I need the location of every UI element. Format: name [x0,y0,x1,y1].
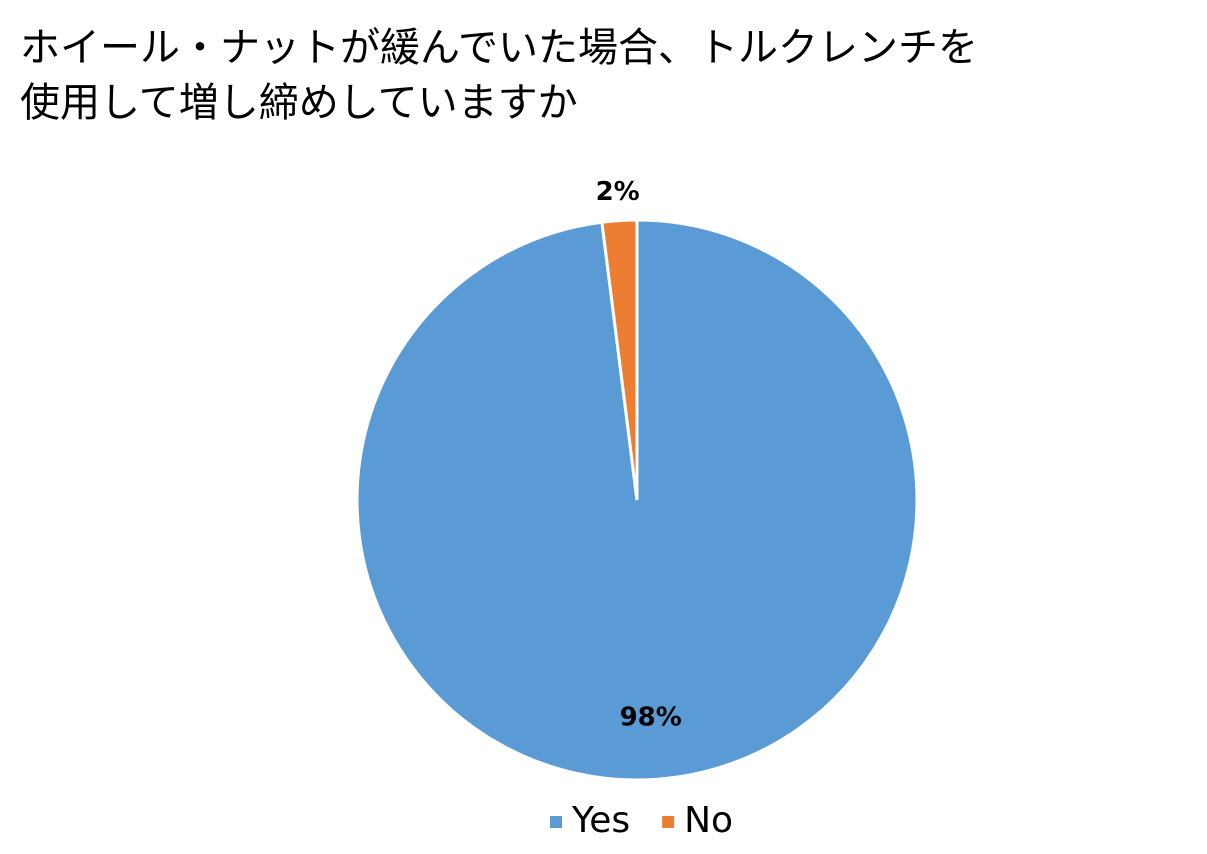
legend-swatch [550,816,562,828]
data-label: 2% [596,177,640,207]
legend-swatch [662,816,675,828]
pie-slice [600,218,639,501]
chart-title: ホイール・ナットが緩んでいた場合、トルクレンチを [20,25,978,71]
legend-label: No [684,800,733,841]
chart-title: 使用して増し締めしていますか [20,80,578,126]
data-label: 98% [620,702,682,732]
legend-label: Yes [571,800,630,841]
